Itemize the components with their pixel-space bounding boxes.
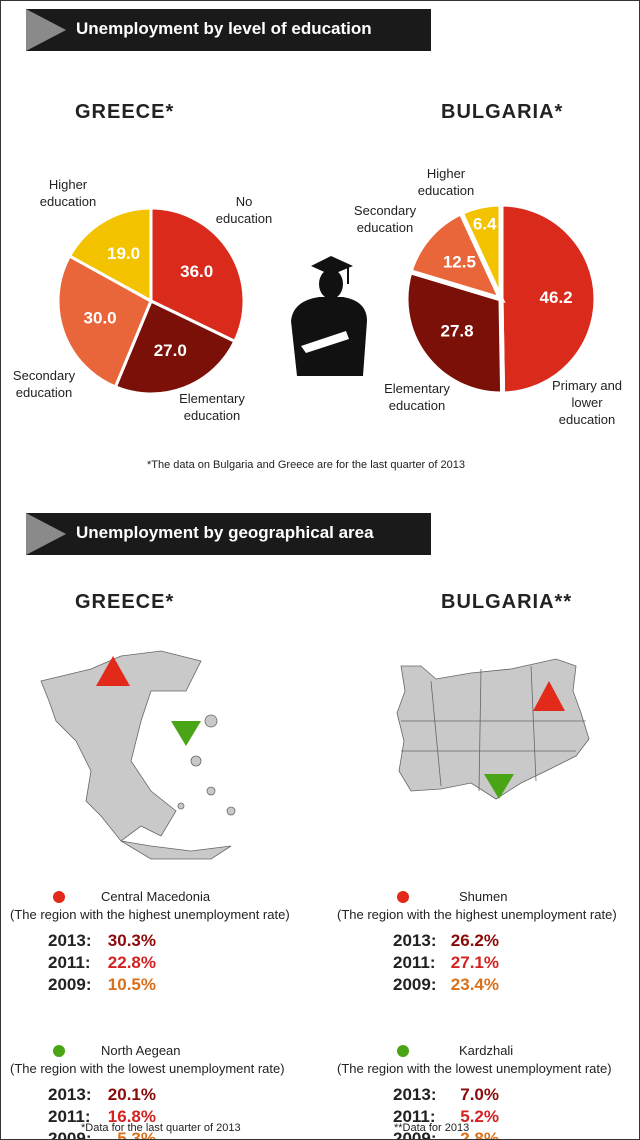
category-label: Elementary education (179, 391, 245, 423)
pie-slice (67, 206, 153, 304)
rate-value: 26.2% (450, 931, 499, 950)
pie-slice (406, 209, 506, 303)
rate-value: 30.3% (107, 931, 156, 950)
highest-marker (533, 681, 565, 711)
rate-value: 5.3% (117, 1129, 156, 1140)
note: *The data on Bulgaria and Greece are for… (147, 459, 465, 471)
year-label: 2011: (393, 953, 436, 972)
section-title: Unemployment by level of education (76, 19, 372, 38)
rate-value: 10.5% (107, 975, 156, 994)
footnote: **Data for 2013 (394, 1122, 470, 1134)
year-label: 2011: (48, 953, 91, 972)
rate-value: 22.8% (107, 953, 156, 972)
lowest-marker (484, 774, 514, 799)
chart-title: GREECE* (75, 101, 175, 123)
region-note: (The region with the highest unemploymen… (10, 907, 290, 922)
chart-title: BULGARIA* (441, 101, 564, 123)
category-label: Secondary education (12, 368, 76, 400)
region-note: (The region with the highest unemploymen… (337, 907, 617, 922)
pie-slice (457, 201, 504, 301)
year-label: 2013: (393, 931, 437, 950)
legend-dot (397, 1045, 409, 1057)
value-label: 36.0 (180, 262, 213, 281)
category-label: Primary and lower education (551, 378, 623, 427)
year-label: 2009: (48, 1129, 92, 1140)
region-note: (The region with the lowest unemployment… (10, 1061, 285, 1076)
region-note: (The region with the lowest unemployment… (337, 1061, 612, 1076)
value-label: 30.0 (84, 308, 117, 327)
region-name: Kardzhali (459, 1043, 514, 1058)
year-label: 2013: (48, 1085, 92, 1104)
lowest-marker (171, 721, 201, 746)
rate-value: 23.4% (450, 975, 499, 994)
year-label: 2011: (393, 1107, 436, 1126)
map-title: BULGARIA** (441, 591, 573, 613)
legend-dot (53, 891, 65, 903)
legend-dot (397, 891, 409, 903)
year-label: 2013: (48, 931, 92, 950)
rate-value: 27.1% (450, 953, 499, 972)
graduate-icon (291, 256, 367, 376)
value-label: 27.0 (154, 341, 187, 360)
category-label: Higher education (417, 166, 475, 198)
category-label: Secondary education (353, 203, 417, 235)
map-title: GREECE* (75, 591, 175, 613)
rate-value: 2.8% (460, 1129, 499, 1140)
category-label: Elementary education (384, 381, 450, 413)
pie-slice (403, 268, 506, 397)
section-banner: Unemployment by level of education (26, 9, 431, 51)
year-label: 2011: (48, 1107, 91, 1126)
value-label: 12.5 (443, 252, 476, 271)
year-label: 2009: (393, 1129, 437, 1140)
region-name: Shumen (459, 889, 508, 904)
year-label: 2009: (48, 975, 92, 994)
bulgaria-map (396, 658, 590, 800)
value-label: 19.0 (107, 244, 140, 263)
rate-value: 16.8% (107, 1107, 156, 1126)
region-name: North Aegean (101, 1043, 181, 1058)
region-name: Central Macedonia (101, 889, 211, 904)
legend-dot (53, 1045, 65, 1057)
rate-value: 7.0% (460, 1085, 499, 1104)
value-label: 6.4 (473, 214, 497, 233)
value-label: 46.2 (540, 288, 573, 307)
section-title: Unemployment by geographical area (76, 523, 374, 542)
rate-value: 20.1% (107, 1085, 156, 1104)
section-banner: Unemployment by geographical area (26, 513, 431, 555)
rate-value: 5.2% (460, 1107, 499, 1126)
category-label: Higher education (39, 177, 97, 209)
pie-slice (149, 206, 246, 344)
category-label: No education (215, 194, 273, 226)
pie-slice (498, 201, 599, 397)
value-label: 27.8 (441, 322, 474, 341)
footnote: *Data for the last quarter of 2013 (81, 1122, 241, 1134)
greece-map (40, 650, 236, 860)
year-label: 2013: (393, 1085, 437, 1104)
year-label: 2009: (393, 975, 437, 994)
highest-marker (96, 656, 130, 686)
pie-slice (113, 298, 237, 396)
